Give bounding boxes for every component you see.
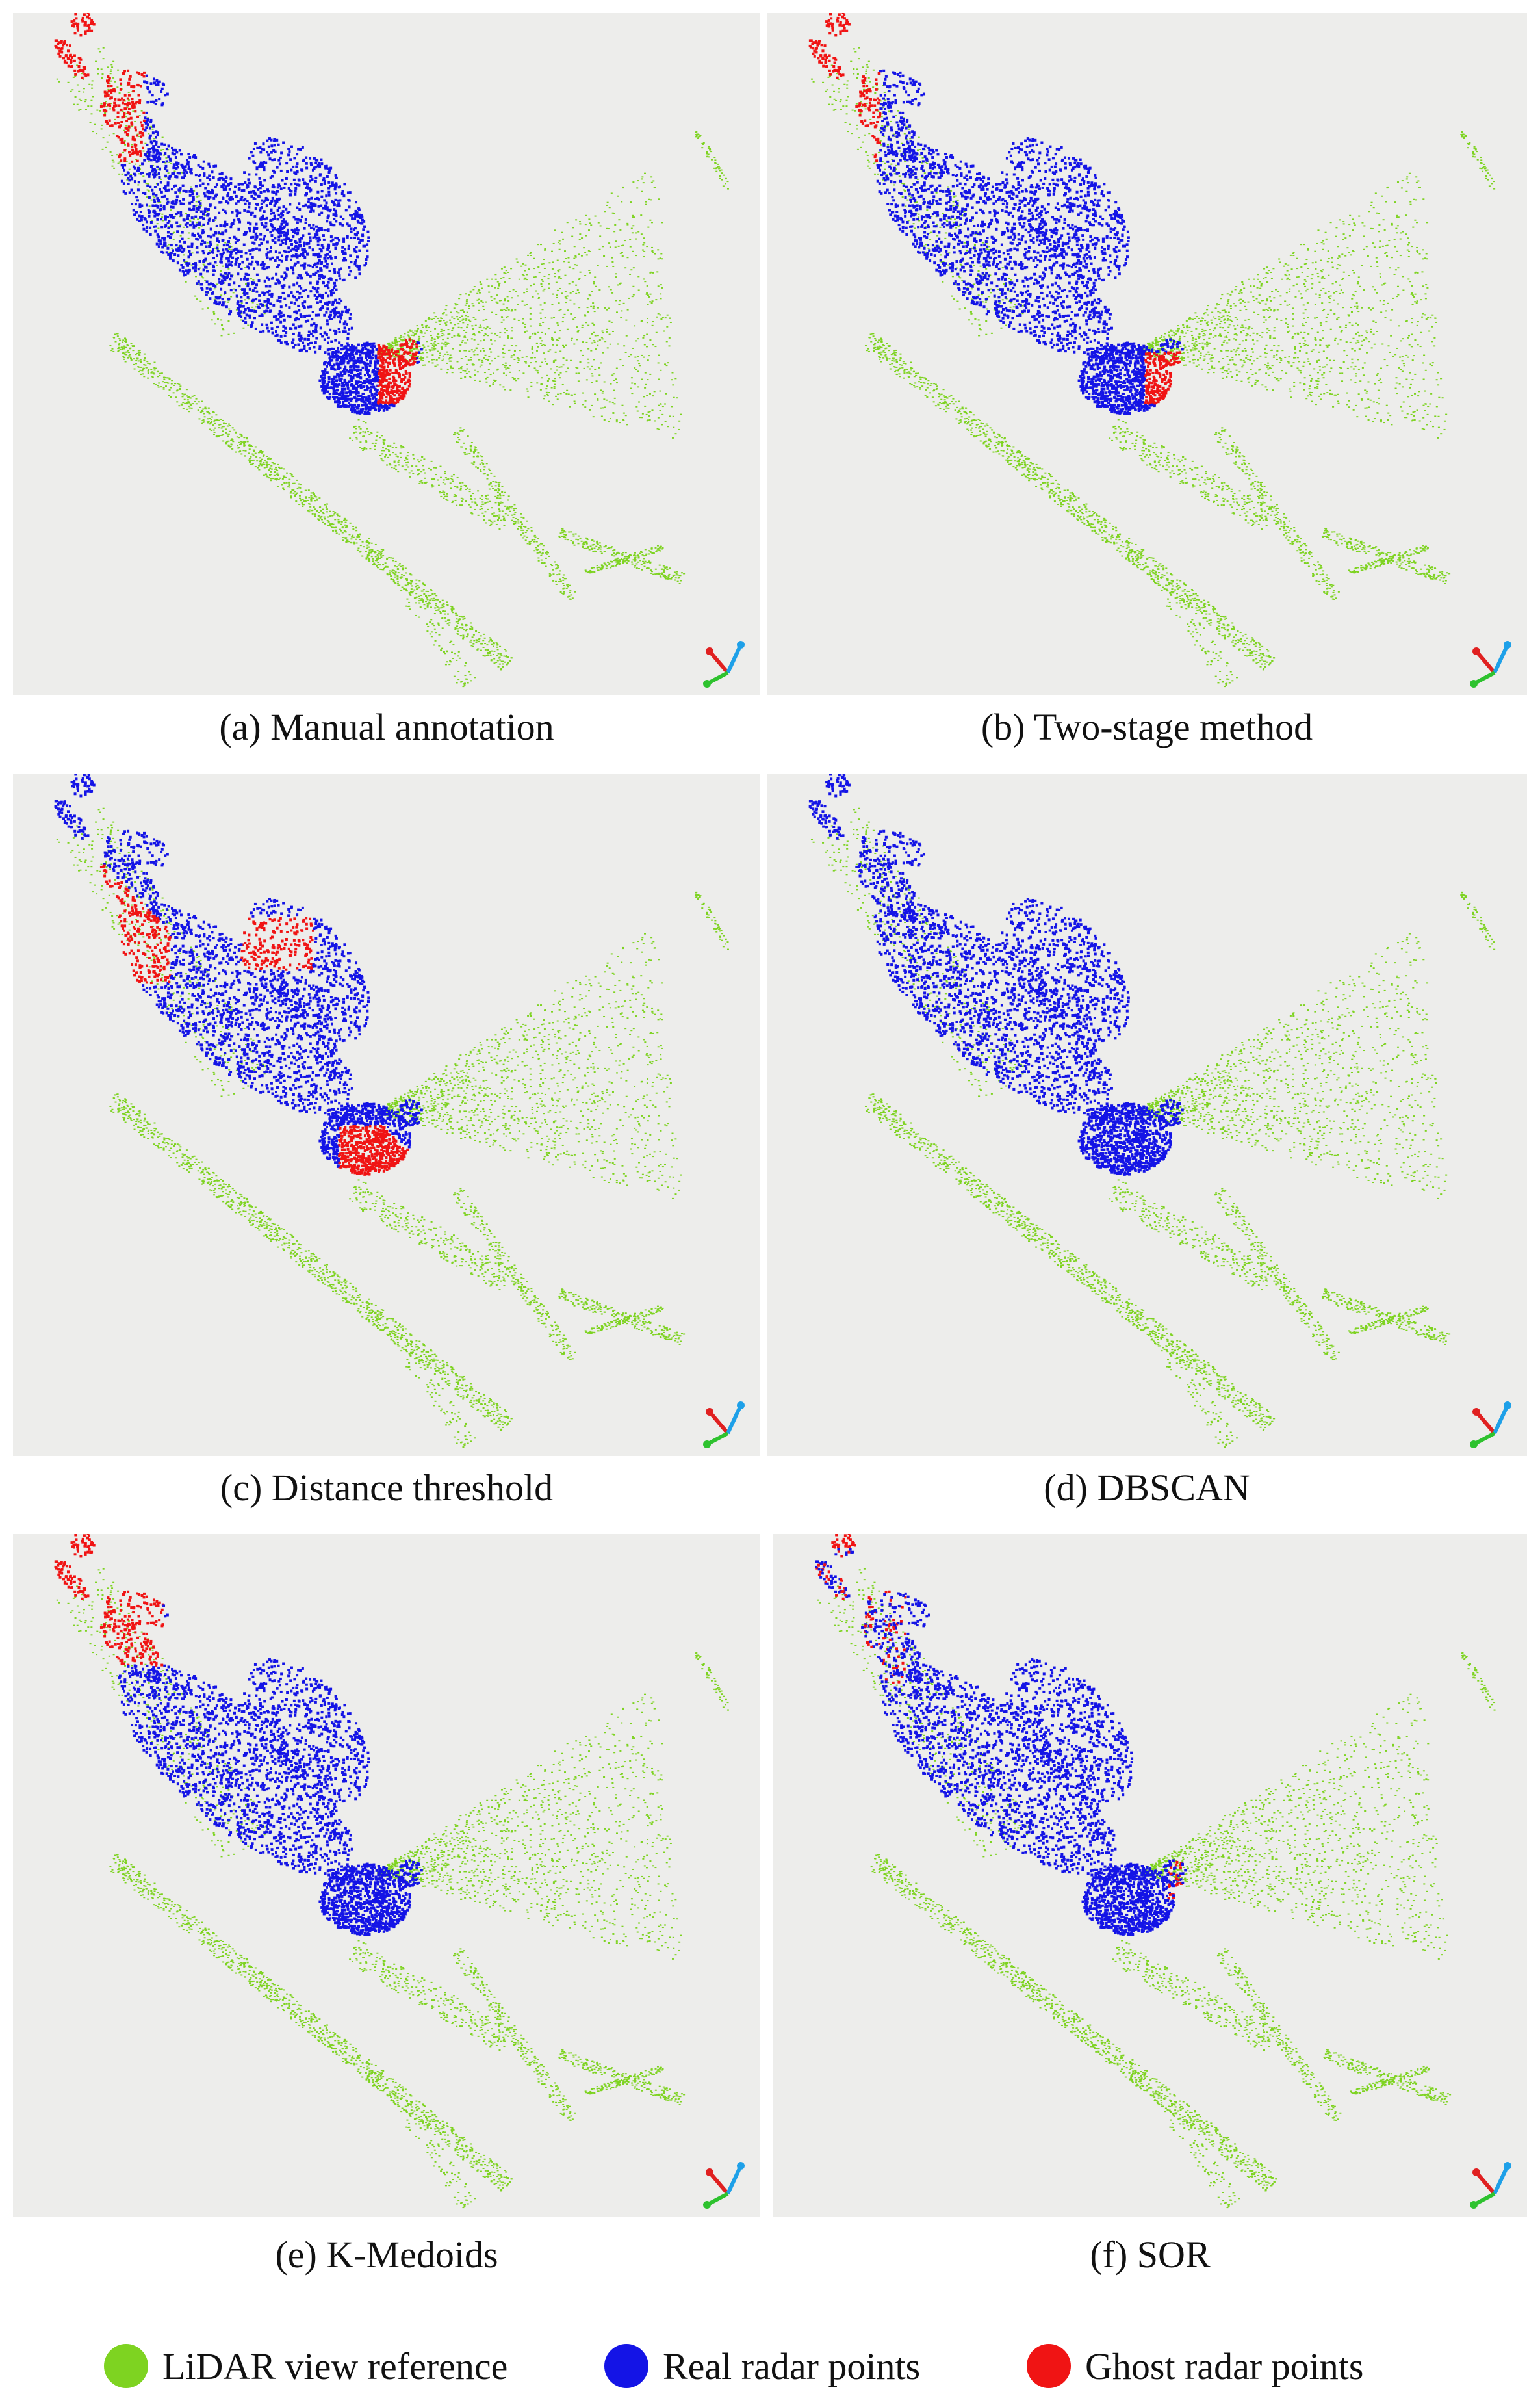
legend-lidar: LiDAR view reference xyxy=(104,2340,507,2392)
point-cloud-scene xyxy=(54,1534,729,2209)
legend-dot-ghost xyxy=(1027,2344,1071,2388)
legend-dot-real xyxy=(604,2344,648,2388)
legend-label-ghost: Ghost radar points xyxy=(1085,2345,1364,2388)
panel-f-sor xyxy=(773,1534,1527,2216)
legend-label-lidar: LiDAR view reference xyxy=(162,2345,507,2388)
point-cloud-scene xyxy=(54,774,729,1448)
legend-ghost: Ghost radar points xyxy=(1027,2340,1364,2392)
point-cloud-scene xyxy=(815,1534,1496,2209)
caption-e: (e) K-Medoids xyxy=(13,2233,760,2276)
axis-triad-icon xyxy=(1470,641,1511,688)
caption-a: (a) Manual annotation xyxy=(13,705,760,749)
axis-triad-icon xyxy=(1470,2162,1511,2209)
legend-dot-lidar xyxy=(104,2344,148,2388)
panel-a-manual-annotation xyxy=(13,13,760,696)
caption-b: (b) Two-stage method xyxy=(767,705,1527,749)
axis-triad-icon xyxy=(703,2162,745,2209)
point-cloud-scene xyxy=(54,13,729,688)
point-cloud-scene xyxy=(808,13,1496,688)
legend-label-real: Real radar points xyxy=(663,2345,920,2388)
panel-e-k-medoids xyxy=(13,1534,760,2216)
axis-triad-icon xyxy=(703,641,745,688)
caption-c: (c) Distance threshold xyxy=(13,1466,760,1509)
caption-d: (d) DBSCAN xyxy=(767,1466,1527,1509)
panel-d-dbscan xyxy=(767,774,1527,1456)
caption-f: (f) SOR xyxy=(773,2233,1527,2276)
point-cloud-scene xyxy=(808,774,1496,1448)
panel-c-distance-threshold xyxy=(13,774,760,1456)
axis-triad-icon xyxy=(703,1401,745,1448)
panel-b-two-stage-method xyxy=(767,13,1527,696)
legend-real: Real radar points xyxy=(604,2340,920,2392)
axis-triad-icon xyxy=(1470,1401,1511,1448)
